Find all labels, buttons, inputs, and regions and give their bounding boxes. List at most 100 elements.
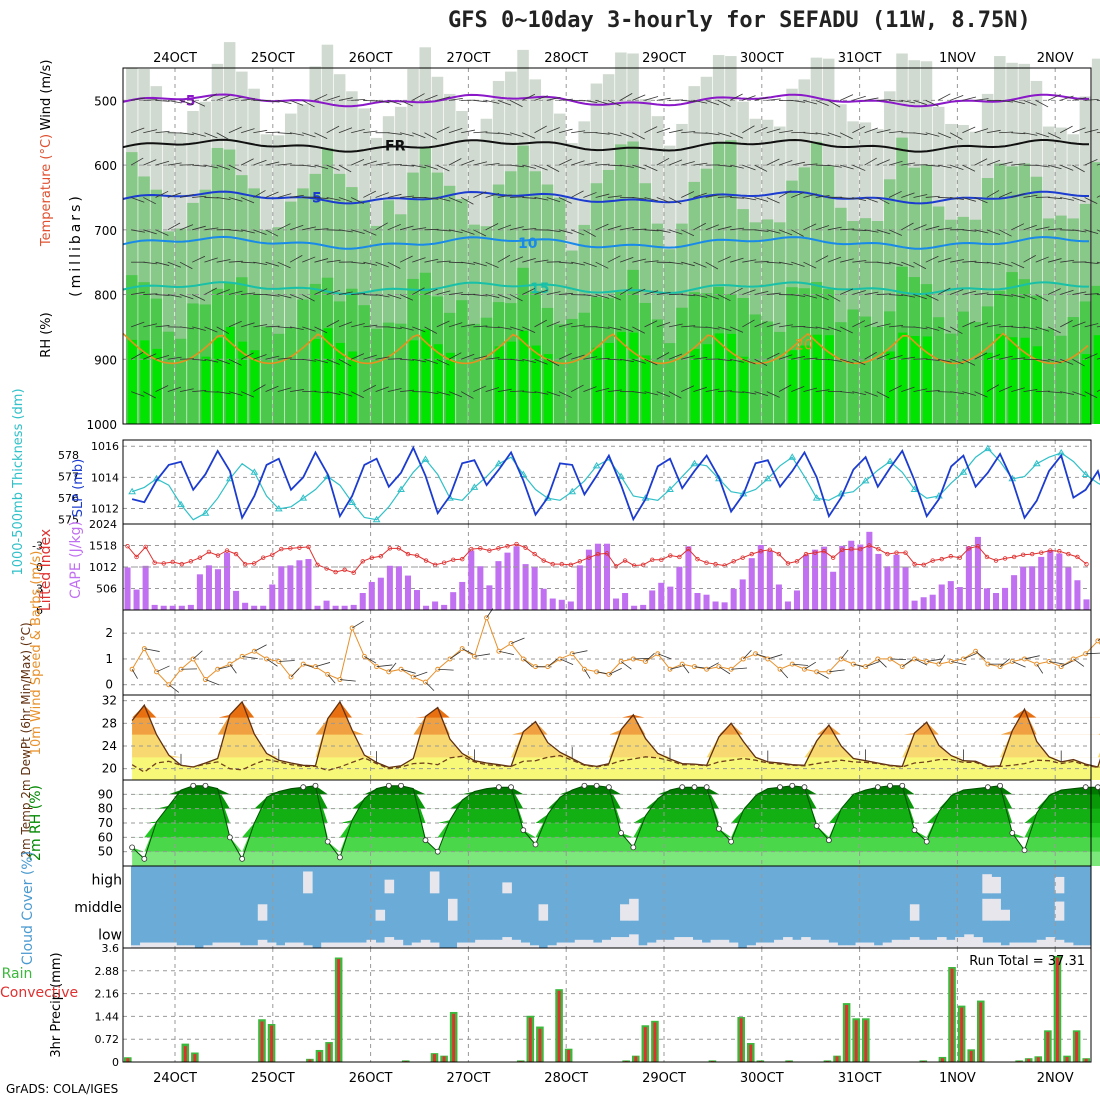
cloud-cell xyxy=(1054,939,1065,948)
rh-point xyxy=(679,784,686,791)
wind-barb xyxy=(167,386,182,393)
rh-point xyxy=(141,855,148,862)
wind-barb xyxy=(216,197,231,201)
wind-barb xyxy=(950,358,964,365)
wind-barb xyxy=(974,261,989,264)
wind-barb xyxy=(363,229,377,236)
cape-bar xyxy=(884,566,891,610)
cloud-cell xyxy=(221,942,232,948)
wind-barb xyxy=(240,158,254,166)
wind-barb xyxy=(1023,194,1038,198)
wind-barb xyxy=(179,294,194,300)
wind-barb xyxy=(241,292,256,295)
thickness-point xyxy=(470,483,479,490)
rh-shade-mid xyxy=(712,143,725,425)
rh-shade-green xyxy=(187,303,199,424)
wind-barb xyxy=(461,353,475,360)
cape-bar xyxy=(531,566,538,610)
lifted-index-point xyxy=(622,558,628,563)
wind-barb xyxy=(326,164,340,171)
rh-point xyxy=(593,782,600,789)
rh-point xyxy=(801,784,808,791)
wind-barb xyxy=(253,229,267,235)
wind-barb xyxy=(962,126,976,134)
wind-barb xyxy=(644,229,659,232)
wind-barb xyxy=(364,656,377,664)
cape-bar xyxy=(712,601,719,610)
wind-barb xyxy=(644,391,659,396)
wind-barb xyxy=(962,290,977,295)
rh-shade-bright xyxy=(519,330,529,424)
wind-barb xyxy=(937,257,952,263)
cloud-cell xyxy=(339,942,349,948)
wind-barb xyxy=(290,668,300,678)
precip-convective-bar xyxy=(126,1058,130,1062)
wind-barb xyxy=(289,132,304,136)
wind-barb xyxy=(766,128,781,134)
wind-barb xyxy=(522,197,537,199)
wind-barb xyxy=(681,191,695,198)
wind-barb xyxy=(717,196,732,198)
cloud-cell xyxy=(783,937,793,948)
wind-barb xyxy=(351,293,366,295)
lifted-index-point xyxy=(731,559,736,564)
lifted-index-point xyxy=(577,559,583,564)
wind-barb xyxy=(1072,291,1087,295)
cloud-cell xyxy=(774,939,784,948)
wind-barb xyxy=(143,129,158,134)
wind-barb xyxy=(485,261,499,269)
wind-barb xyxy=(1047,132,1061,140)
wind-barb xyxy=(827,164,842,168)
rh-shade-bright xyxy=(824,335,834,424)
wind-barb xyxy=(277,261,291,269)
lifted-index-point xyxy=(134,554,139,560)
wind-barb xyxy=(950,94,964,101)
wind-barb xyxy=(338,97,353,101)
wind-barb xyxy=(522,164,536,169)
rh-shade-bright xyxy=(1032,346,1042,424)
wind-barb xyxy=(1035,100,1049,108)
cloud-cell xyxy=(647,942,657,948)
lifted-index-point xyxy=(288,546,293,551)
wind-barb xyxy=(350,391,364,399)
wind-barb xyxy=(754,164,768,172)
rh-shade-mid xyxy=(285,201,297,424)
wind-barb xyxy=(803,294,818,299)
wind-barb xyxy=(130,157,144,166)
wind-barb xyxy=(228,260,243,263)
wind-barb xyxy=(888,160,903,166)
wind-barb xyxy=(1060,164,1074,171)
thickness-point xyxy=(201,509,210,516)
wind-barb xyxy=(216,358,231,365)
cloud-cell xyxy=(375,909,386,921)
wind-barb xyxy=(265,99,280,103)
date-tick-label: 28OCT xyxy=(544,1071,588,1086)
wind-barb xyxy=(901,99,916,104)
precip-convective-bar xyxy=(1065,1056,1069,1062)
rh-shade-bright xyxy=(898,332,908,424)
lifted-index-point xyxy=(586,555,592,560)
wind-barb xyxy=(681,261,695,267)
wind-barb xyxy=(815,294,829,301)
wind-barb xyxy=(461,648,475,656)
lifted-index-point xyxy=(821,549,827,554)
cape-bar xyxy=(857,544,864,610)
cloud-cell xyxy=(538,904,549,921)
wind-barb xyxy=(240,197,255,204)
wind-barb xyxy=(644,260,659,263)
wind-barb xyxy=(668,129,683,134)
rh-shade-bright xyxy=(800,345,810,424)
precip-convective-bar xyxy=(941,1058,944,1062)
slp-axis-label: SLP (mb) xyxy=(71,459,86,518)
rh-shade-mid xyxy=(272,227,285,424)
wind-barb xyxy=(633,658,650,660)
cape-bar xyxy=(151,604,158,610)
cloud-cell xyxy=(991,876,1001,894)
wind-barb xyxy=(766,197,780,204)
cape-bar xyxy=(911,600,918,610)
wind-barb xyxy=(693,162,708,166)
rh-tick-label: 70 xyxy=(98,816,113,830)
wind-barb xyxy=(338,197,353,203)
wind-barb xyxy=(962,358,976,366)
wind-barb xyxy=(192,164,207,167)
